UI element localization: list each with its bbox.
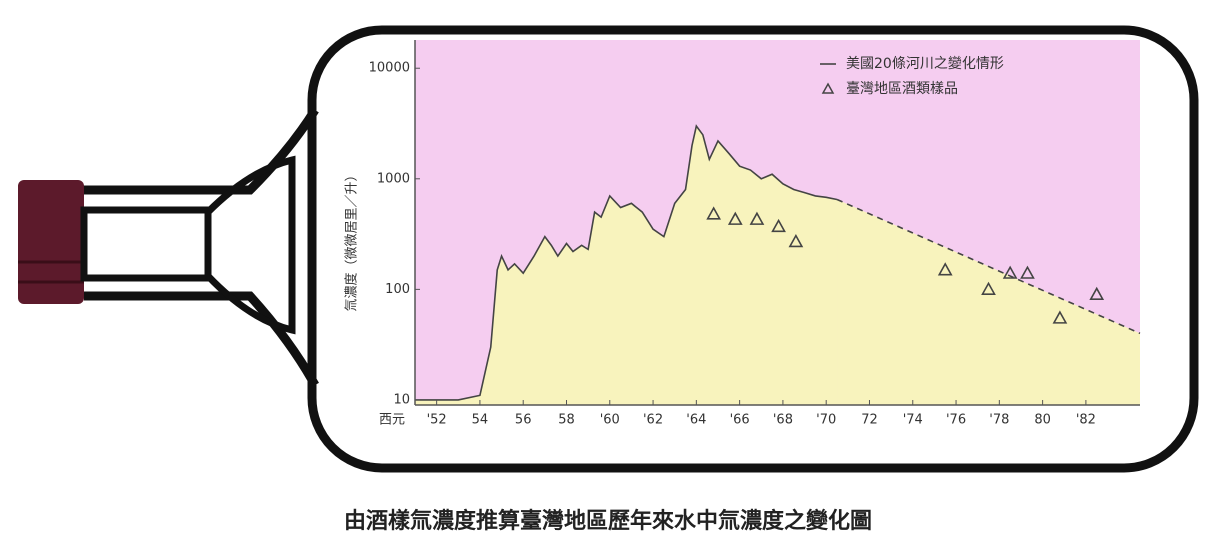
data-point bbox=[706, 206, 722, 220]
plot bbox=[415, 124, 1141, 406]
legend-label: 美國20條河川之變化情形 bbox=[846, 56, 1004, 72]
data-point bbox=[981, 281, 996, 295]
data-point bbox=[937, 262, 953, 276]
x-tick-label: '68 bbox=[773, 413, 793, 428]
bottle-body bbox=[307, 25, 1199, 473]
bottle-neck-inner bbox=[80, 206, 212, 282]
y-axis-label: 氚濃度（微微居里／升） bbox=[344, 168, 360, 311]
data-point bbox=[1020, 265, 1035, 279]
chart-title: 由酒樣氚濃度推算臺灣地區歷年來水中氚濃度之變化圖 bbox=[344, 508, 872, 534]
x-tick-label: '62 bbox=[643, 413, 663, 428]
data-point bbox=[1052, 310, 1068, 324]
data-point bbox=[727, 211, 743, 225]
area bbox=[415, 126, 838, 406]
legend-label: 臺灣地區酒類樣品 bbox=[846, 80, 958, 97]
line bbox=[415, 124, 838, 401]
data-point bbox=[1002, 265, 1018, 279]
data-point bbox=[1089, 286, 1105, 301]
data-point bbox=[771, 218, 786, 233]
x-tick-label: 72 bbox=[861, 413, 878, 428]
y-tick-label: 10 bbox=[393, 392, 410, 407]
x-tick-label: '74 bbox=[903, 413, 923, 428]
x-tick-label: '66 bbox=[730, 413, 750, 428]
data-point bbox=[749, 211, 765, 225]
bottle-shoulder bbox=[204, 155, 296, 335]
legend-marker bbox=[821, 82, 835, 94]
x-tick-label: '60 bbox=[600, 413, 620, 428]
area bbox=[837, 199, 1140, 405]
x-tick-label: '70 bbox=[816, 413, 836, 428]
x-tick-label: 56 bbox=[515, 413, 532, 428]
x-tick-label: '52 bbox=[427, 413, 447, 428]
y-tick-label: 100 bbox=[385, 282, 410, 297]
data-point bbox=[788, 234, 804, 248]
line bbox=[836, 198, 1141, 335]
x-tick-label: 80 bbox=[1034, 413, 1051, 428]
bottle-neck bbox=[84, 107, 319, 195]
y-tick-label: 1000 bbox=[377, 171, 410, 186]
x-tick-label: '78 bbox=[989, 413, 1009, 428]
y-tick-label: 10000 bbox=[369, 61, 410, 76]
x-tick-label: 58 bbox=[558, 413, 575, 428]
x-tick-label: '64 bbox=[686, 413, 706, 428]
bottle-cap bbox=[18, 180, 84, 304]
x-axis-label: 西元 bbox=[379, 413, 405, 428]
bottle-decoration bbox=[18, 107, 319, 388]
x-tick-label: '82 bbox=[1076, 413, 1096, 428]
x-tick-label: 54 bbox=[472, 413, 489, 428]
bottle-neck bbox=[84, 291, 319, 388]
x-tick-label: '76 bbox=[946, 413, 966, 428]
